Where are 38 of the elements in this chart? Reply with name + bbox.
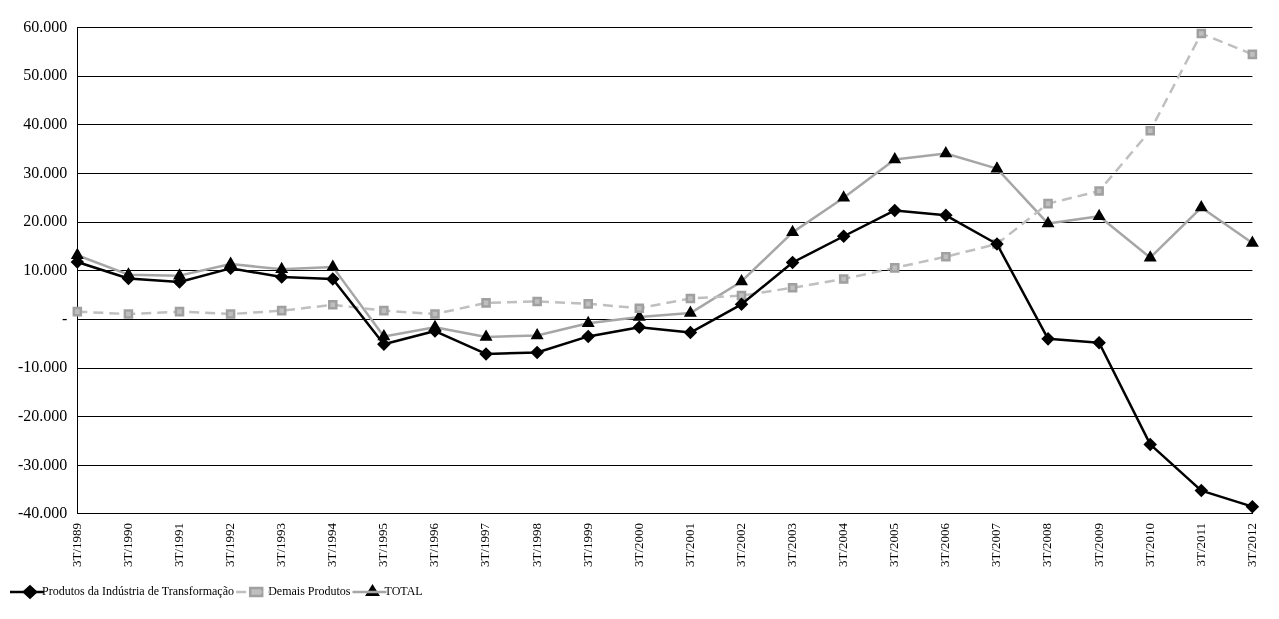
x-tick-label: 3T/1991	[170, 522, 186, 568]
legend-label: Demais Produtos	[268, 584, 351, 599]
x-tick-label: 3T/2008	[1039, 522, 1055, 568]
legend-label: Produtos da Indústria de Transformação	[42, 584, 234, 599]
x-tick-label: 3T/1999	[579, 522, 595, 568]
x-tick-label: 3T/1990	[119, 522, 135, 568]
x-tick-label: 3T/2006	[937, 522, 953, 568]
y-tick-label: -20.000	[18, 406, 68, 424]
y-tick-label: 30.000	[23, 163, 68, 181]
x-tick-label: 3T/1992	[222, 522, 238, 568]
x-tick-label: 3T/2000	[630, 522, 646, 568]
y-tick-label: 40.000	[23, 115, 68, 133]
y-tick-label: 10.000	[23, 260, 68, 278]
legend-label: TOTAL	[384, 584, 423, 599]
x-tick-label: 3T/2001	[681, 522, 697, 568]
y-tick-label: 20.000	[23, 212, 68, 230]
x-tick-label: 3T/2004	[835, 522, 851, 568]
x-tick-label: 3T/1994	[324, 522, 340, 568]
y-tick-label: 60.000	[23, 17, 68, 35]
y-tick-label: -40.000	[18, 504, 68, 522]
x-tick-label: 3T/2003	[784, 522, 800, 568]
x-tick-label: 3T/2005	[886, 522, 902, 568]
y-tick-label: -30.000	[18, 455, 68, 473]
x-tick-label: 3T/1996	[426, 522, 442, 568]
x-tick-label: 3T/1997	[477, 522, 493, 568]
x-tick-label: 3T/2009	[1090, 522, 1106, 568]
x-tick-label: 3T/1998	[528, 522, 544, 568]
x-tick-label: 3T/1993	[273, 522, 289, 568]
x-tick-label: 3T/2002	[732, 522, 748, 568]
y-tick-label: -	[62, 309, 68, 327]
y-tick-label: -10.000	[18, 358, 68, 376]
x-tick-label: 3T/2010	[1141, 522, 1157, 568]
y-tick-label: 50.000	[23, 66, 68, 84]
x-tick-label: 3T/1989	[68, 522, 84, 568]
x-tick-label: 3T/2011	[1192, 522, 1208, 567]
x-tick-label: 3T/1995	[375, 522, 391, 568]
x-tick-label: 3T/2007	[988, 522, 1004, 568]
x-tick-label: 3T/2012	[1243, 522, 1259, 568]
